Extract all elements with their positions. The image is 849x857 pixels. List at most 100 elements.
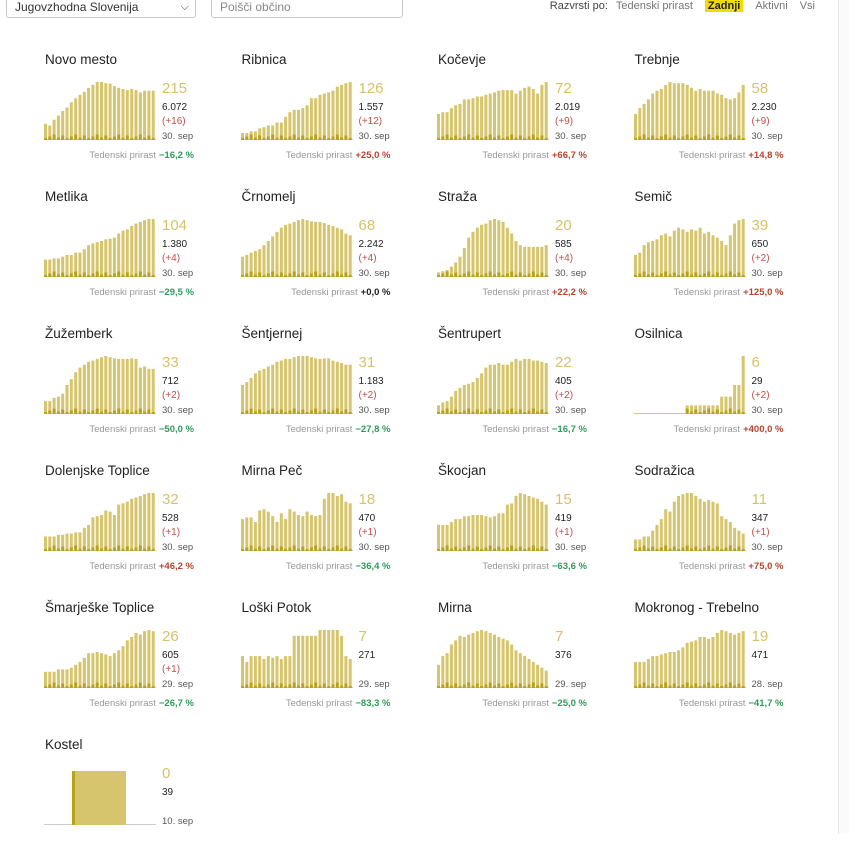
municipality-card[interactable]: Ribnica 126 1.557 (+12) 30. sep Tedenski prir… — [240, 52, 401, 172]
municipality-card[interactable]: Šentjernej 31 1.183 (+2) 30. sep Tedenski pri… — [240, 326, 401, 446]
weekly-growth-value: +14,8 % — [748, 150, 784, 161]
sparkline-new-cases — [736, 409, 740, 414]
vertical-scrollbar[interactable] — [838, 0, 849, 834]
active-cases: 31 — [358, 354, 376, 371]
sparkline-new-cases — [458, 549, 462, 551]
sort-option-all[interactable]: Vsi — [799, 0, 815, 12]
municipality-card[interactable]: Sodražica 11 347 (+1) 30. sep Tedenski priras… — [633, 463, 794, 583]
municipality-card[interactable]: Šentrupert 22 405 (+2) 30. sep Tedenski prira… — [437, 326, 597, 446]
sparkline-new-cases — [91, 410, 95, 414]
municipality-card[interactable]: Dolenjske Toplice 32 528 (+1) 30. sep Tedensk… — [44, 463, 204, 583]
sort-option-weekly-growth[interactable]: Tedenski prirast — [615, 0, 693, 12]
sparkline-new-cases — [125, 546, 129, 551]
sparkline-bar — [467, 516, 471, 551]
sparkline-new-cases — [309, 136, 313, 140]
sparkline-bar — [642, 104, 646, 140]
sparkline-new-cases — [484, 410, 488, 414]
weekly-growth: Tedenski prirast −36,4 % — [286, 561, 391, 572]
sparkline-new-cases — [471, 411, 475, 414]
sparkline-bar — [104, 654, 108, 688]
municipality-card[interactable]: Trebnje 58 2.230 (+9) 30. sep Tedenski priras… — [633, 52, 794, 172]
sparkline-bar — [518, 493, 522, 551]
municipality-card[interactable]: Mirna 7 376 29. sep Tedenski prirast −25,0 % — [437, 600, 597, 720]
municipality-card[interactable]: Črnomelj 68 2.242 (+4) 30. sep Tedenski prira… — [240, 189, 401, 309]
sparkline-new-cases — [732, 411, 736, 414]
sparkline-bar — [253, 131, 257, 140]
municipality-card[interactable]: Kočevje 72 2.019 (+9) 30. sep Tedenski priras… — [437, 52, 597, 172]
municipality-card[interactable]: Žužemberk 33 712 (+2) 30. sep Tedenski priras… — [44, 326, 204, 446]
sparkline-new-cases — [672, 272, 676, 277]
sort-option-active[interactable]: Aktivni — [755, 0, 788, 12]
sparkline-new-cases — [449, 137, 453, 140]
municipality-search-input[interactable]: Poišči občino — [211, 0, 403, 18]
weekly-growth-value: +400,0 % — [743, 424, 784, 435]
sparkline-bar — [100, 653, 103, 688]
daily-delta: (+1) — [162, 664, 181, 675]
sparkline-new-cases — [326, 275, 330, 277]
sparkline-new-cases — [454, 683, 458, 688]
sparkline-bar — [680, 229, 684, 277]
sparkline-new-cases — [724, 684, 727, 688]
sparkline-new-cases — [698, 275, 702, 277]
sparkline-bar — [484, 94, 488, 140]
sparkline-new-cases — [689, 548, 693, 551]
sparkline-bar — [287, 223, 291, 277]
last-update-date: 30. sep — [358, 268, 390, 279]
sparkline-bar — [82, 527, 86, 551]
sparkline-bar — [497, 90, 501, 140]
sparkline-new-cases — [462, 136, 466, 140]
sparkline-new-cases — [322, 683, 326, 688]
sparkline-new-cases — [514, 274, 518, 277]
sparkline-bar — [646, 413, 650, 414]
municipality-card[interactable]: Mirna Peč 18 470 (+1) 30. sep Tedenski priras… — [240, 463, 401, 583]
sparkline-bar — [69, 102, 73, 140]
municipality-name: Šentrupert — [438, 326, 502, 341]
total-cases: 585 — [555, 239, 572, 250]
sparkline-new-cases — [300, 546, 304, 551]
sparkline-new-cases — [536, 685, 540, 688]
sparkline-new-cases — [151, 275, 155, 277]
sparkline-new-cases — [326, 412, 330, 414]
sparkline-new-cases — [82, 409, 86, 414]
sparkline-bar — [257, 656, 261, 688]
region-select-value: Jugovzhodna Slovenija — [15, 0, 139, 14]
sparkline-new-cases — [527, 684, 531, 688]
municipality-card[interactable]: Škocjan 15 419 (+1) 30. sep Tedenski prirast −… — [437, 463, 597, 583]
sparkline-new-cases — [335, 545, 339, 551]
sparkline-new-cases — [531, 408, 535, 414]
municipality-name: Loški Potok — [241, 600, 312, 615]
sparkline-new-cases — [61, 272, 65, 277]
municipality-card[interactable]: Mokronog - Trebelno 19 471 28. sep Tedenski … — [633, 600, 794, 720]
municipality-card[interactable]: Kostel 0 39 10. sep — [44, 737, 204, 857]
sparkline-bar — [505, 640, 509, 688]
municipality-card[interactable]: Metlika 104 1.380 (+4) 30. sep Tedenski prira… — [44, 189, 204, 309]
sparkline-new-cases — [454, 135, 458, 140]
sparkline-bar — [471, 632, 475, 688]
sparkline-bar — [445, 524, 449, 551]
sparkline-new-cases — [240, 412, 244, 414]
region-select[interactable]: Jugovzhodna Slovenija ⌵ — [6, 0, 196, 18]
sparkline-new-cases — [335, 408, 339, 414]
municipality-card[interactable]: Osilnica 6 29 (+2) 30. sep Tedenski prirast +4… — [633, 326, 794, 446]
sort-option-latest[interactable]: Zadnji — [704, 0, 744, 12]
sparkline-bar — [715, 503, 719, 551]
sparkline-new-cases — [121, 685, 125, 688]
municipality-card[interactable]: Novo mesto 215 6.072 (+16) 30. sep Tedenski p… — [44, 52, 204, 172]
municipality-card[interactable]: Semič 39 650 (+2) 30. sep Tedenski prirast +12… — [633, 189, 794, 309]
sparkline-new-cases — [659, 684, 663, 688]
sparkline-bar — [471, 98, 475, 140]
active-cases: 15 — [555, 491, 572, 508]
municipality-card[interactable]: Šmarješke Toplice 26 605 (+1) 29. sep Tedensk… — [44, 600, 204, 720]
sparkline-new-cases — [523, 138, 527, 140]
sparkline-new-cases — [497, 135, 501, 140]
sparkline-bar — [61, 256, 65, 277]
sparkline-new-cases — [689, 274, 693, 277]
municipality-card[interactable]: Loški Potok 7 271 29. sep Tedenski prirast −8… — [240, 600, 401, 720]
municipality-card[interactable]: Straža 20 585 (+4) 30. sep Tedenski prirast +2… — [437, 189, 597, 309]
sparkline-bar — [685, 231, 689, 277]
sparkline-new-cases — [262, 275, 265, 277]
sparkline-new-cases — [540, 683, 544, 688]
sparkline-new-cases — [74, 682, 78, 688]
sparkline-new-cases — [698, 686, 702, 688]
sparkline-new-cases — [104, 546, 108, 551]
